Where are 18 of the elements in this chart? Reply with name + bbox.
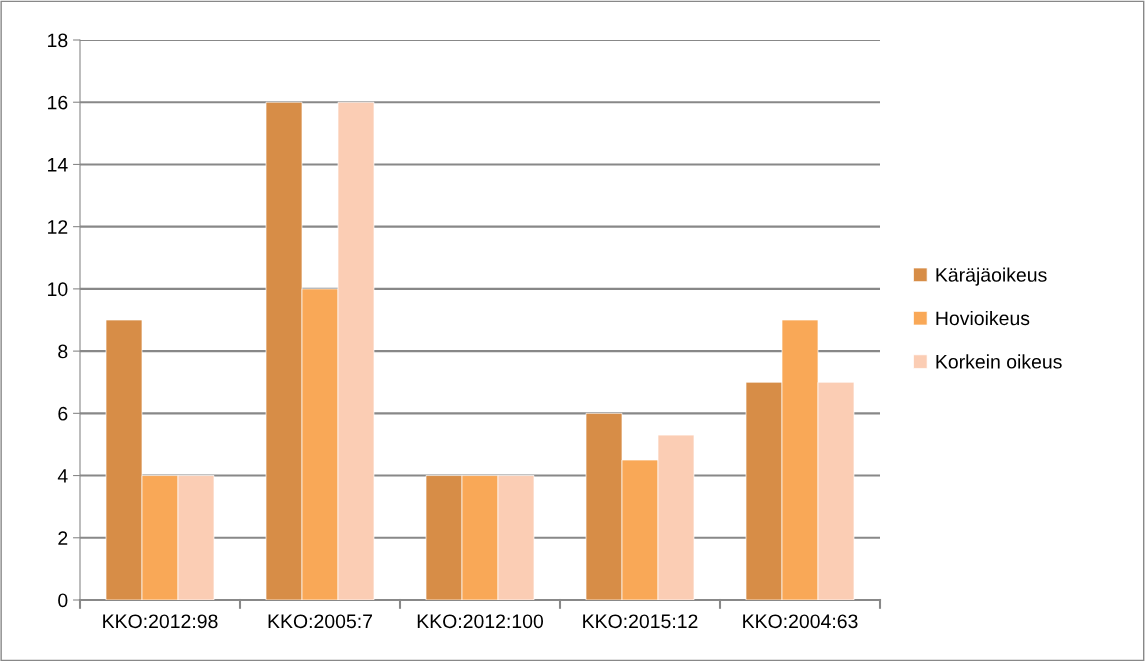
- x-tick-label: KKO:2004:63: [743, 614, 858, 629]
- y-tick-label: 2: [58, 531, 68, 545]
- legend-label: Hovioikeus: [936, 310, 1030, 326]
- y-tick-label: 14: [48, 158, 68, 172]
- y-tick-label: 10: [48, 282, 68, 297]
- y-tick-label: 0: [58, 593, 68, 608]
- y-tick-label: 16: [48, 95, 68, 110]
- x-tick-label: KKO:2005:7: [268, 614, 372, 629]
- x-tick-label: KKO:2012:98: [103, 614, 218, 629]
- legend-label: Korkein oikeus: [936, 354, 1062, 369]
- y-tick-label: 8: [58, 344, 68, 359]
- y-tick-label: 6: [58, 406, 68, 421]
- y-tick-label: 12: [48, 220, 68, 234]
- x-tick-label: KKO:2015:12: [583, 614, 698, 629]
- x-tick-label: KKO:2012:100: [417, 614, 544, 629]
- legend-label: Käräjäoikeus: [936, 267, 1047, 286]
- y-tick-label: 4: [57, 469, 68, 483]
- y-tick-label: 18: [48, 33, 68, 48]
